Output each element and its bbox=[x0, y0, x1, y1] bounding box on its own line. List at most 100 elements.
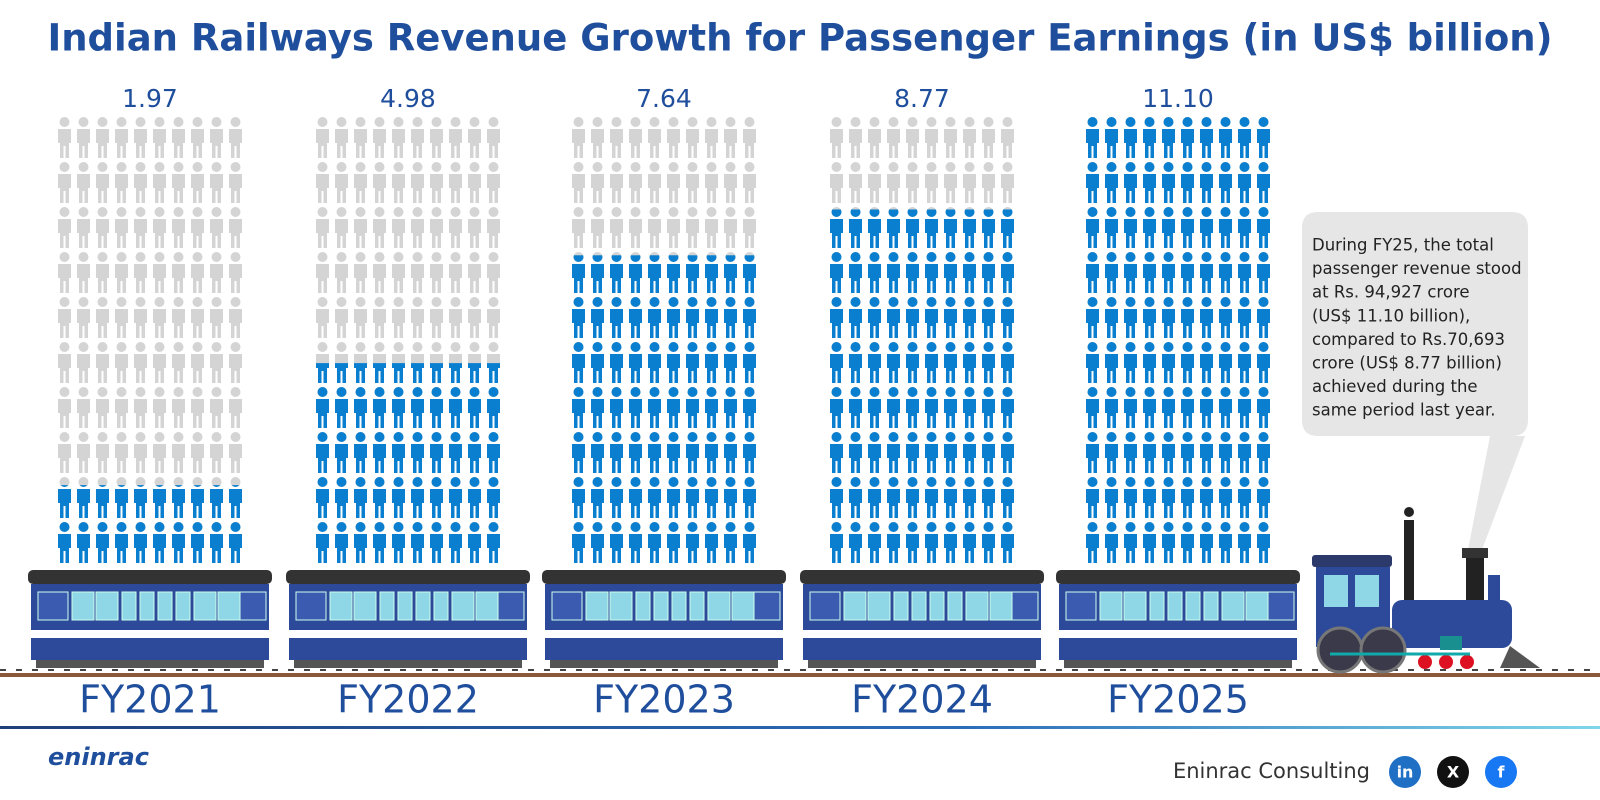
car-window bbox=[397, 591, 413, 621]
car-window bbox=[71, 591, 95, 621]
car-base bbox=[808, 660, 1036, 668]
car-window bbox=[1185, 591, 1201, 621]
value-label: 11.10 bbox=[1142, 84, 1214, 113]
car-window bbox=[551, 591, 583, 621]
value-label: 8.77 bbox=[894, 84, 950, 113]
social-glyph: X bbox=[1447, 763, 1460, 782]
callout-text: During FY25, the total bbox=[1312, 236, 1494, 255]
car-window bbox=[475, 591, 499, 621]
car-window bbox=[1167, 591, 1183, 621]
car-window bbox=[433, 591, 449, 621]
car-base bbox=[36, 660, 264, 668]
car-window bbox=[1099, 591, 1123, 621]
car-window bbox=[193, 591, 217, 621]
car-window bbox=[415, 591, 431, 621]
car-window bbox=[653, 591, 669, 621]
company-name: Eninrac Consulting bbox=[1173, 759, 1370, 783]
callout-text: (US$ 11.10 billion), bbox=[1312, 306, 1470, 325]
car-window bbox=[989, 591, 1013, 621]
car-roof bbox=[1056, 570, 1300, 584]
car-window bbox=[1149, 591, 1165, 621]
callout-text: achieved during the bbox=[1312, 377, 1478, 396]
car-stripe bbox=[289, 630, 527, 638]
callout-text: at Rs. 94,927 crore bbox=[1312, 283, 1470, 302]
car-window bbox=[121, 591, 137, 621]
car-window bbox=[295, 591, 327, 621]
car-window bbox=[671, 591, 687, 621]
callout: During FY25, the total passenger revenue … bbox=[1302, 212, 1528, 555]
bar bbox=[827, 209, 1017, 565]
callout-text: compared to Rs.70,693 bbox=[1312, 330, 1505, 349]
car-window bbox=[1221, 591, 1245, 621]
bar bbox=[569, 255, 759, 565]
car-window bbox=[95, 591, 119, 621]
social-icon[interactable] bbox=[1485, 756, 1517, 788]
chart-title: Indian Railways Revenue Growth for Passe… bbox=[47, 17, 1552, 60]
car-window bbox=[947, 591, 963, 621]
car-window bbox=[893, 591, 909, 621]
car-window bbox=[843, 591, 867, 621]
car-window bbox=[911, 591, 927, 621]
x-tick-label: FY2022 bbox=[337, 678, 479, 722]
car-window bbox=[379, 591, 395, 621]
footer-rule bbox=[0, 726, 1600, 729]
car-window bbox=[609, 591, 633, 621]
car-window bbox=[965, 591, 989, 621]
locomotive bbox=[1312, 507, 1540, 674]
car-window bbox=[1245, 591, 1269, 621]
car-window bbox=[175, 591, 191, 621]
car-window bbox=[731, 591, 755, 621]
car-window bbox=[217, 591, 241, 621]
car-window bbox=[451, 591, 475, 621]
car-window bbox=[585, 591, 609, 621]
logo: eninrac bbox=[48, 743, 149, 771]
car-roof bbox=[286, 570, 530, 584]
callout-bubble bbox=[1302, 212, 1528, 555]
rail-car bbox=[286, 570, 530, 668]
rail-car bbox=[1056, 570, 1300, 668]
car-window bbox=[929, 591, 945, 621]
social-icon[interactable] bbox=[1389, 756, 1421, 788]
car-roof bbox=[542, 570, 786, 584]
car-stripe bbox=[545, 630, 783, 638]
car-stripe bbox=[803, 630, 1041, 638]
callout-text: crore (US$ 8.77 billion) bbox=[1312, 354, 1502, 373]
x-tick-label: FY2025 bbox=[1107, 678, 1249, 722]
car-window bbox=[239, 591, 267, 621]
car-window bbox=[37, 591, 69, 621]
car-window bbox=[809, 591, 841, 621]
car-window bbox=[1065, 591, 1097, 621]
value-label: 1.97 bbox=[122, 84, 178, 113]
car-window bbox=[689, 591, 705, 621]
rail-car bbox=[28, 570, 272, 668]
car-window bbox=[157, 591, 173, 621]
car-window bbox=[1203, 591, 1219, 621]
car-base bbox=[1064, 660, 1292, 668]
car-window bbox=[867, 591, 891, 621]
bar bbox=[313, 363, 503, 565]
bar bbox=[1083, 115, 1273, 565]
car-base bbox=[550, 660, 778, 668]
x-tick-label: FY2024 bbox=[851, 678, 993, 722]
car-window bbox=[635, 591, 651, 621]
bar bbox=[55, 485, 245, 565]
car-window bbox=[1011, 591, 1039, 621]
car-stripe bbox=[1059, 630, 1297, 638]
x-tick-label: FY2023 bbox=[593, 678, 735, 722]
value-label: 7.64 bbox=[636, 84, 692, 113]
car-window bbox=[1267, 591, 1295, 621]
car-window bbox=[329, 591, 353, 621]
car-window bbox=[707, 591, 731, 621]
value-label: 4.98 bbox=[380, 84, 436, 113]
car-stripe bbox=[31, 630, 269, 638]
social-glyph: in bbox=[1397, 763, 1414, 782]
car-roof bbox=[800, 570, 1044, 584]
callout-text: passenger revenue stood bbox=[1312, 259, 1522, 278]
callout-text: same period last year. bbox=[1312, 401, 1496, 420]
car-roof bbox=[28, 570, 272, 584]
social-icon[interactable] bbox=[1437, 756, 1469, 788]
car-window bbox=[353, 591, 377, 621]
car-window bbox=[139, 591, 155, 621]
